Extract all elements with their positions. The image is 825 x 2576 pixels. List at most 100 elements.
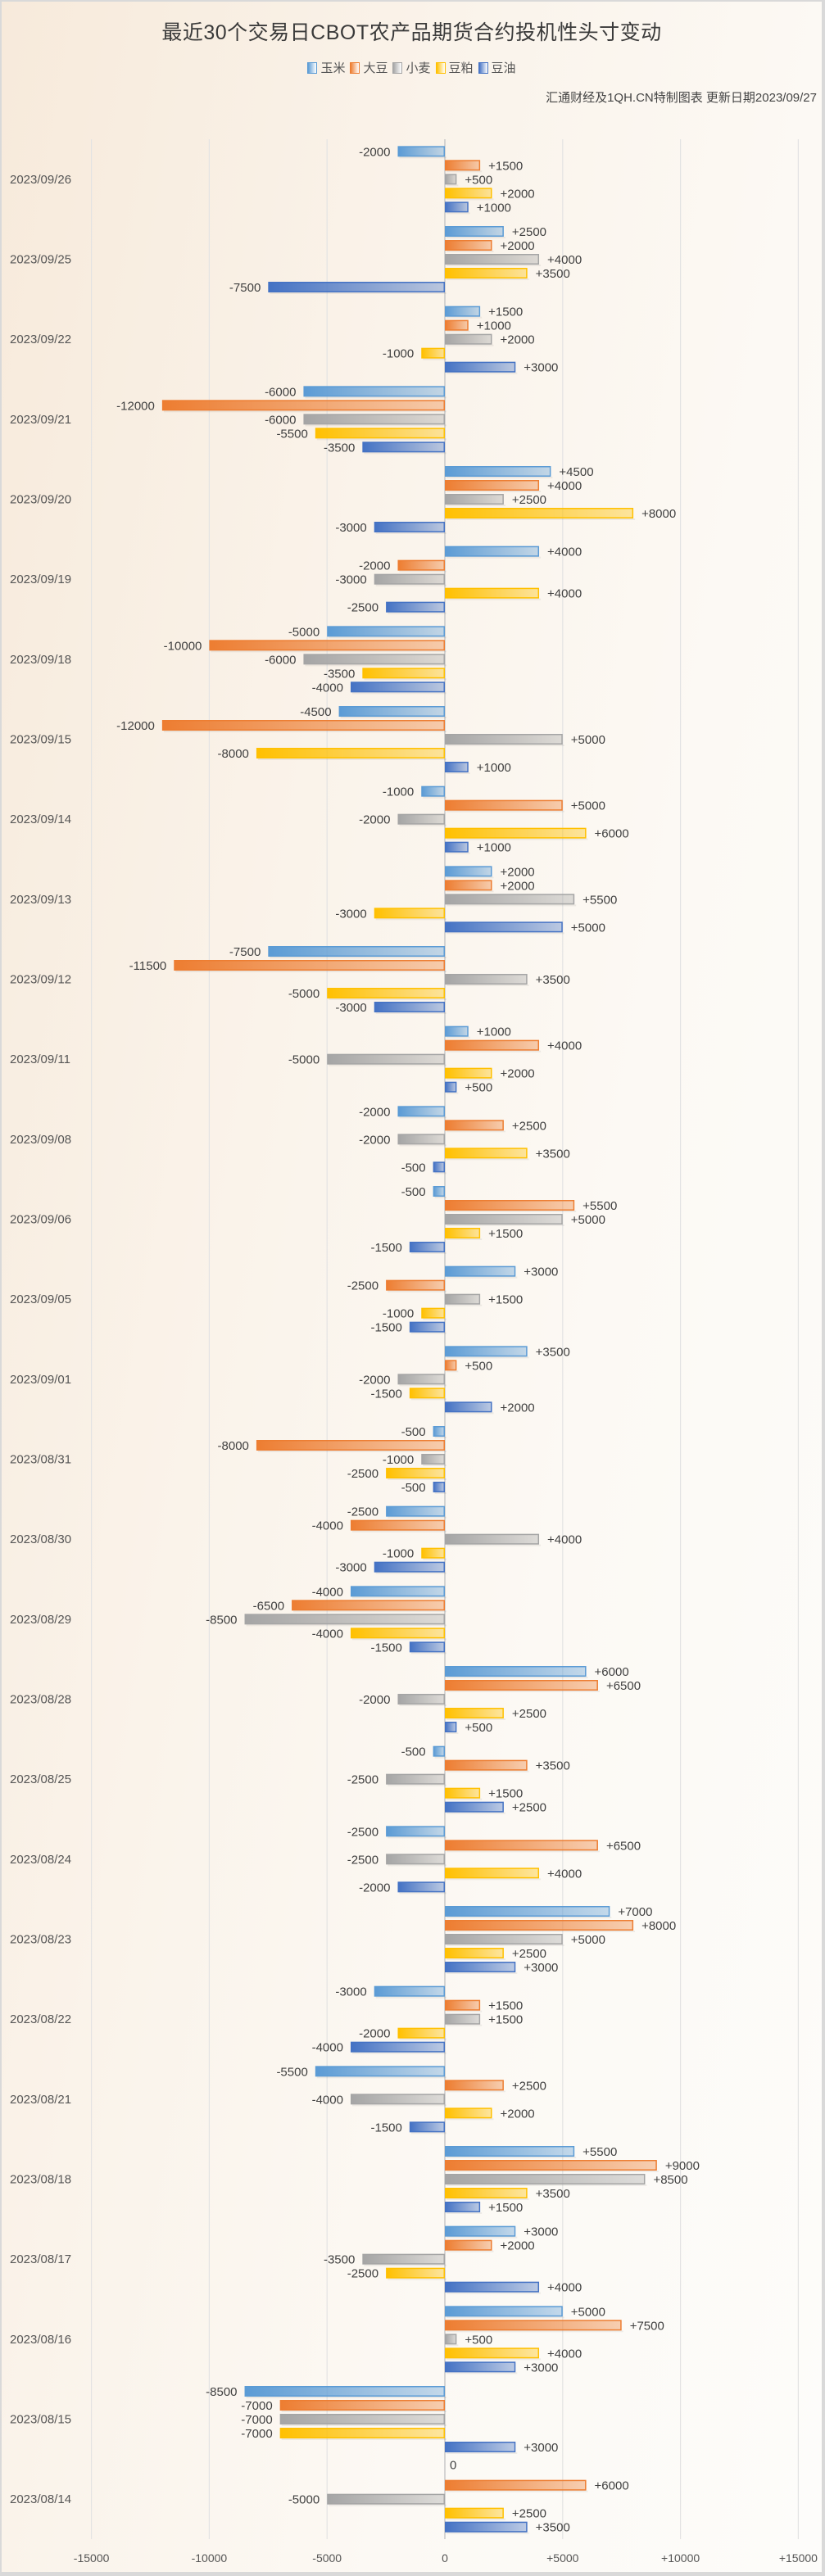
bar xyxy=(409,1242,445,1252)
bar-shadow xyxy=(446,1412,494,1415)
bar xyxy=(374,1561,445,1573)
bar-shadow xyxy=(423,796,446,799)
bar xyxy=(421,1307,445,1319)
value-label: +2000 xyxy=(501,2107,535,2121)
legend-swatch xyxy=(478,61,488,74)
bar xyxy=(374,908,445,919)
bar xyxy=(397,1106,446,1117)
value-label: +3000 xyxy=(524,2225,558,2239)
bar-shadow xyxy=(446,2236,518,2239)
x-tick-label: +10000 xyxy=(661,2551,700,2565)
bar xyxy=(445,1867,540,1879)
bar-shadow xyxy=(446,2532,529,2534)
bar-shadow xyxy=(446,1225,564,1226)
value-label: -2500 xyxy=(347,1773,379,1787)
bar-shadow xyxy=(329,636,446,639)
bar-shadow xyxy=(446,1850,600,1853)
bar-shadow xyxy=(446,1050,542,1053)
category-label: 2023/09/06 xyxy=(10,1213,71,1227)
value-label: +3000 xyxy=(524,361,558,375)
bar xyxy=(445,254,540,265)
bar xyxy=(445,268,528,278)
bar xyxy=(445,466,551,477)
bar-shadow xyxy=(351,692,446,695)
value-label: +5500 xyxy=(582,2145,617,2159)
bar xyxy=(445,2146,575,2157)
bar-shadow xyxy=(375,918,446,921)
bar-shadow xyxy=(399,156,446,159)
bar xyxy=(445,1214,563,1225)
x-tick-label: +15000 xyxy=(779,2551,818,2565)
value-label: +5500 xyxy=(582,1199,617,1213)
bar-shadow xyxy=(399,570,446,573)
bar-shadow xyxy=(399,1384,446,1387)
bar xyxy=(445,1120,504,1131)
bar xyxy=(397,559,446,571)
bar-shadow xyxy=(329,998,446,1000)
bar xyxy=(445,1708,504,1718)
bar xyxy=(445,974,528,985)
category-label: 2023/09/14 xyxy=(10,813,71,826)
bar-shadow xyxy=(446,838,588,840)
bar xyxy=(244,1614,446,1625)
bar-shadow xyxy=(410,2132,446,2135)
bar xyxy=(161,400,445,411)
bar xyxy=(445,2013,481,2025)
bar xyxy=(256,748,446,758)
value-label: +1000 xyxy=(477,319,511,333)
bar xyxy=(445,2347,540,2359)
bar-shadow xyxy=(446,1677,588,1678)
value-label: +3500 xyxy=(536,267,570,281)
bar-shadow xyxy=(446,1130,505,1133)
value-label: -1000 xyxy=(383,1547,414,1561)
bar-shadow xyxy=(446,2184,647,2186)
bar xyxy=(445,2521,528,2533)
value-label: +2500 xyxy=(512,1119,546,1133)
value-label: +7500 xyxy=(630,2319,664,2333)
bar xyxy=(445,1920,634,1931)
category-label: 2023/08/24 xyxy=(10,1853,71,1867)
bar-shadow xyxy=(375,532,446,534)
bar-shadow xyxy=(446,316,483,319)
value-label: +5000 xyxy=(571,733,605,747)
value-label: -2000 xyxy=(359,1693,390,1707)
category-label: 2023/09/19 xyxy=(10,573,71,586)
bar xyxy=(268,282,445,292)
bar xyxy=(445,546,540,557)
bar-shadow xyxy=(446,212,470,215)
value-label: +5000 xyxy=(571,2305,605,2319)
value-label: -3000 xyxy=(335,1561,366,1575)
bar-shadow xyxy=(388,1784,446,1786)
bar xyxy=(174,960,445,971)
bar xyxy=(445,762,469,772)
bar xyxy=(445,2334,457,2345)
value-label: -500 xyxy=(401,1161,426,1175)
bar xyxy=(362,668,445,679)
bar xyxy=(338,706,445,717)
bar xyxy=(315,428,445,439)
value-label: -8500 xyxy=(206,2385,237,2399)
value-label: -7000 xyxy=(241,2399,272,2413)
value-label: +2500 xyxy=(512,2079,546,2093)
value-label: +500 xyxy=(465,1081,492,1095)
value-label: -8000 xyxy=(218,1439,249,1453)
bar-shadow xyxy=(305,664,446,667)
value-label: +3000 xyxy=(524,2441,558,2455)
bar-shadow xyxy=(364,2264,446,2266)
bar-shadow xyxy=(446,2212,483,2214)
bar xyxy=(386,2267,446,2279)
bar xyxy=(433,1426,445,1437)
value-label: +4000 xyxy=(547,546,582,559)
bar xyxy=(445,201,469,213)
bar xyxy=(374,522,445,532)
bar xyxy=(445,587,540,599)
value-label: +5000 xyxy=(571,1933,605,1947)
value-label: -4500 xyxy=(300,705,331,719)
bar-shadow xyxy=(446,810,564,813)
value-label: +1500 xyxy=(488,2013,523,2027)
value-label: +6000 xyxy=(595,1665,629,1679)
value-label: -3000 xyxy=(335,521,366,535)
value-label: -10000 xyxy=(164,639,202,653)
bar-shadow xyxy=(388,1290,446,1293)
bar-shadow xyxy=(446,1158,529,1161)
